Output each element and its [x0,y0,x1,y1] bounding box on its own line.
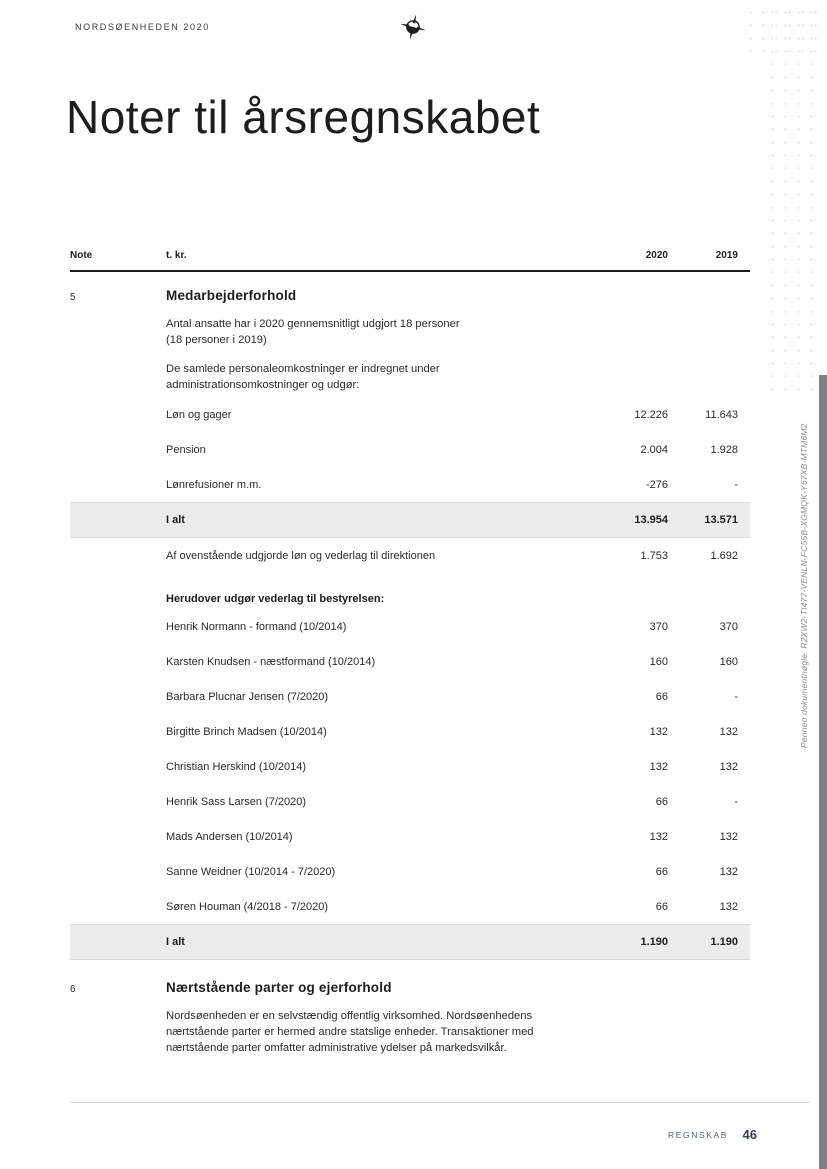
notes-table: Note t. kr. 2020 2019 5 Medarbejderforho… [70,250,750,1056]
row-label: Lønrefusioner m.m. [166,478,262,491]
row-label: Mads Andersen (10/2014) [166,830,293,843]
total-label: I alt [166,514,185,526]
note5-paragraph-1: Antal ansatte har i 2020 gennemsnitligt … [70,303,750,348]
value-2019: 13.571 [704,514,738,526]
row-label: Karsten Knudsen - næstformand (10/2014) [166,655,376,668]
row-label: Birgitte Brinch Madsen (10/2014) [166,725,327,738]
paragraph-line: (18 personer i 2019) [166,334,267,346]
page-footer: REGNSKAB 46 [0,1126,757,1144]
dot-pattern-side [766,6,820,392]
table-header-row: Note t. kr. 2020 2019 [70,250,750,272]
row-label: Løn og gager [166,408,232,421]
page-number: 46 [742,1127,757,1143]
paragraph-line: nærtstående parter er hermed andre stats… [166,1026,534,1038]
value-2019: 132 [719,830,738,843]
penneo-document-key: Penneo dokumentnøgle: R2XW2-TI477-VENLN-… [799,423,809,748]
row-label: Henrik Sass Larsen (7/2020) [166,795,307,808]
value-2019: 11.643 [705,408,738,421]
value-2019: - [734,690,738,703]
board-heading: Herudover udgør vederlag til bestyrelsen… [166,593,385,605]
value-2019: - [734,478,738,491]
note6-heading-row: 6 Nærtstående parter og ejerforhold [70,980,750,995]
report-header-label: NORDSØENHEDEN 2020 [75,22,210,32]
row-label: Barbara Plucnar Jensen (7/2020) [166,690,329,703]
paragraph-line: Nordsøenheden er en selvstændig offentli… [166,1010,533,1022]
value-2020: 132 [649,725,668,738]
value-2020: 160 [649,655,668,668]
value-2019: 132 [719,760,738,773]
col-header-note: Note [70,250,93,261]
total-row-board: I alt 1.190 1.190 [70,924,750,960]
value-2019: 132 [719,725,738,738]
table-row: Pension 2.004 1.928 [70,432,750,467]
table-row-management: Af ovenstående udgjorde løn og vederlag … [70,538,750,573]
value-2020: 66 [655,900,668,913]
table-row: Karsten Knudsen - næstformand (10/2014) … [70,644,750,679]
table-row: Løn og gager 12.226 11.643 [70,397,750,432]
table-row: Christian Herskind (10/2014) 132 132 [70,749,750,784]
note5-paragraph-2: De samlede personaleomkostninger er indr… [70,348,750,393]
value-2020: 1.190 [640,936,668,948]
value-2020: 132 [649,760,668,773]
note5-heading-row: 5 Medarbejderforhold [70,288,750,303]
value-2020: 13.954 [634,514,668,526]
note6-number: 6 [70,984,76,995]
table-row: Henrik Normann - formand (10/2014) 370 3… [70,609,750,644]
value-2019: 132 [719,900,738,913]
value-2019: 1.692 [710,549,738,562]
value-2020: 66 [655,795,668,808]
value-2019: 160 [719,655,738,668]
paragraph-line: Antal ansatte har i 2020 gennemsnitligt … [166,318,460,330]
value-2020: 2.004 [640,443,668,456]
col-header-2020: 2020 [645,250,668,261]
note6-title: Nærtstående parter og ejerforhold [166,980,392,995]
value-2020: 12.226 [634,408,668,421]
footer-section-label: REGNSKAB [668,1129,729,1140]
footer-divider [70,1102,810,1103]
row-label: Af ovenstående udgjorde løn og vederlag … [166,549,436,562]
row-label: Henrik Normann - formand (10/2014) [166,620,347,633]
paragraph-line: administrationsomkostninger og udgør: [166,379,360,391]
note6-paragraph: Nordsøenheden er en selvstændig offentli… [70,995,750,1056]
table-row: Henrik Sass Larsen (7/2020) 66 - [70,784,750,819]
paragraph-line: De samlede personaleomkostninger er indr… [166,363,440,375]
row-label: Sanne Weidner (10/2014 - 7/2020) [166,865,336,878]
table-row: Barbara Plucnar Jensen (7/2020) 66 - [70,679,750,714]
note5-title: Medarbejderforhold [166,288,297,303]
value-2019: - [734,795,738,808]
value-2020: 66 [655,690,668,703]
value-2020: 1.753 [640,549,668,562]
binding-strip [819,375,827,1169]
row-label: Pension [166,443,206,456]
paragraph-line: nærtstående parter omfatter administrati… [166,1042,507,1054]
table-row: Søren Houman (4/2018 - 7/2020) 66 132 [70,889,750,924]
table-row: Lønrefusioner m.m. -276 - [70,467,750,502]
row-label: Søren Houman (4/2018 - 7/2020) [166,900,329,913]
value-2020: 66 [655,865,668,878]
table-row: Mads Andersen (10/2014) 132 132 [70,819,750,854]
row-label: Christian Herskind (10/2014) [166,760,307,773]
value-2020: 132 [649,830,668,843]
value-2019: 132 [719,865,738,878]
total-label: I alt [166,936,185,948]
col-header-2019: 2019 [715,250,738,261]
note5-number: 5 [70,292,76,303]
value-2019: 370 [719,620,738,633]
value-2020: -276 [645,478,668,491]
compass-logo-icon [400,14,426,40]
board-heading-row: Herudover udgør vederlag til bestyrelsen… [70,589,750,609]
col-header-unit: t. kr. [166,250,187,261]
table-row: Sanne Weidner (10/2014 - 7/2020) 66 132 [70,854,750,889]
value-2020: 370 [649,620,668,633]
table-row: Birgitte Brinch Madsen (10/2014) 132 132 [70,714,750,749]
page-title: Noter til årsregnskabet [66,91,541,143]
total-row-payroll: I alt 13.954 13.571 [70,502,750,538]
value-2019: 1.190 [710,936,738,948]
value-2019: 1.928 [710,443,738,456]
